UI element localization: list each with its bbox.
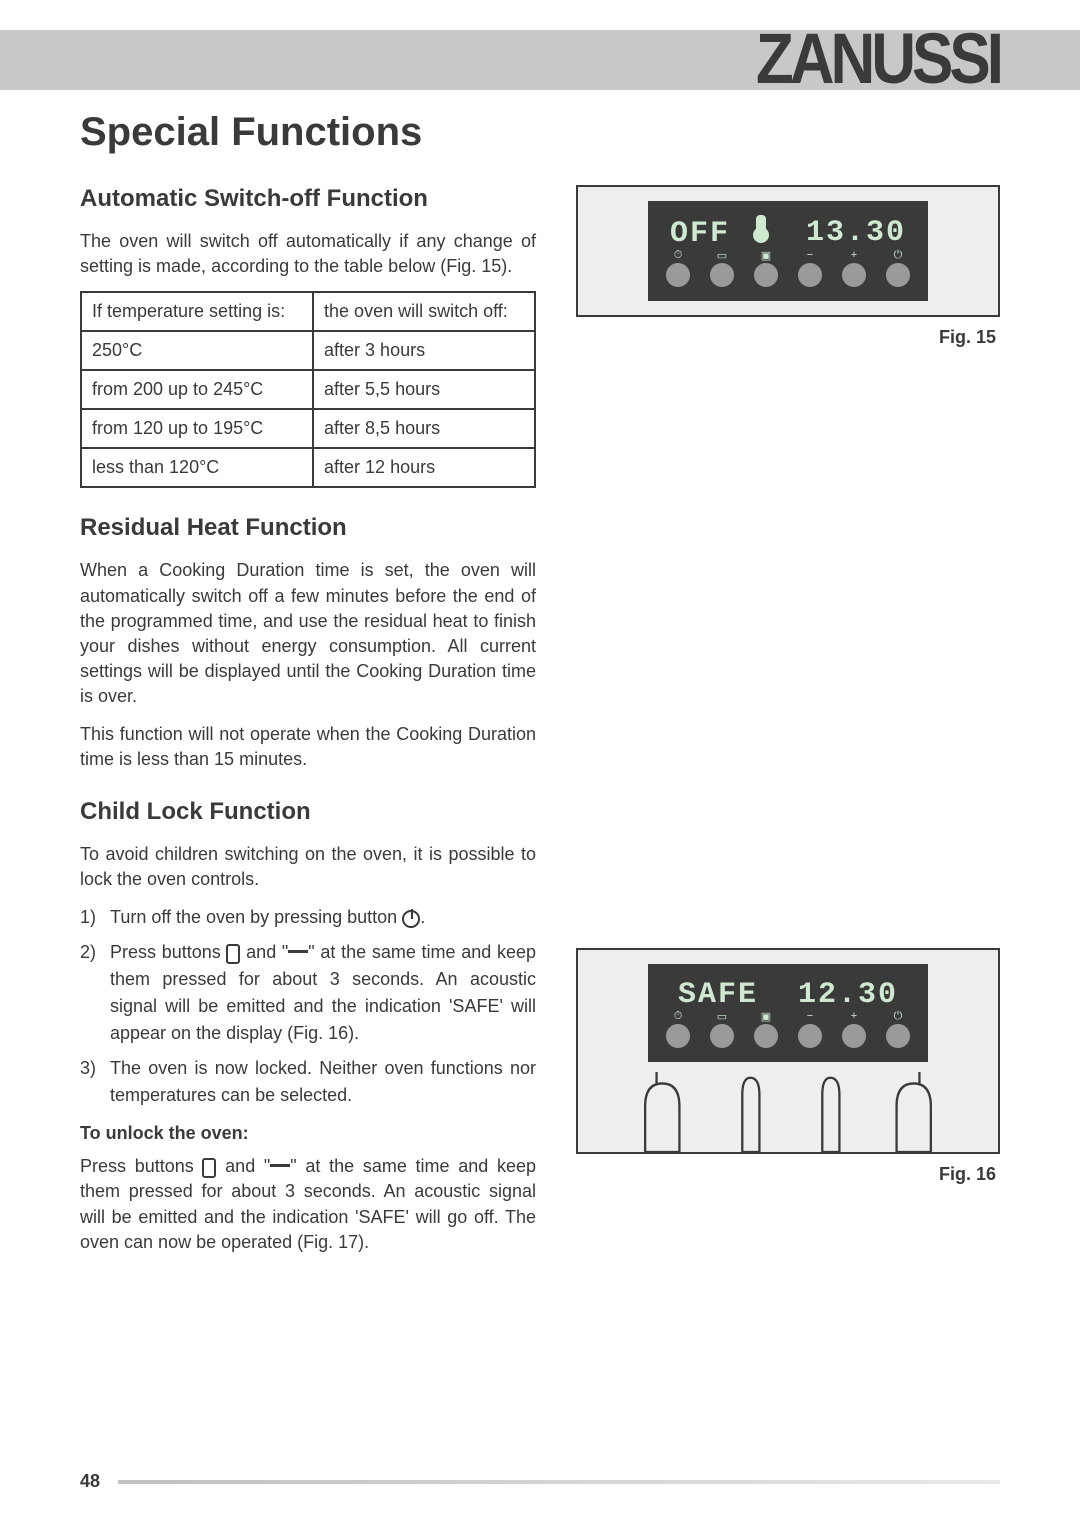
function-button[interactable]: ▣ [754, 1024, 778, 1048]
power-button[interactable]: ⏻ [886, 1024, 910, 1048]
clock-button[interactable]: ⏱ [666, 263, 690, 287]
plus-button[interactable]: + [842, 1024, 866, 1048]
lcd-row: SAFE 12.30 [666, 978, 910, 1012]
page-title: Special Functions [80, 110, 1000, 155]
unlock-heading: To unlock the oven: [80, 1123, 536, 1144]
hand-finger-icon [793, 1072, 863, 1152]
auto-switch-heading: Automatic Switch-off Function [80, 185, 536, 213]
page: ZANUSSI Special Functions Automatic Swit… [0, 0, 1080, 1532]
page-number: 48 [80, 1471, 100, 1492]
footer: 48 [80, 1471, 1000, 1492]
childlock-steps: 1) Turn off the oven by pressing button … [80, 904, 536, 1109]
col-temp: If temperature setting is: [81, 292, 313, 331]
hand-left-icon [633, 1072, 703, 1152]
power-button[interactable]: ⏻ [886, 263, 910, 287]
oven-display: SAFE 12.30 ⏱ ▭ ▣ − + ⏻ [576, 948, 1000, 1154]
residual-heading: Residual Heat Function [80, 514, 536, 542]
button-row: ⏱ ▭ ▣ − + ⏻ [666, 1024, 910, 1048]
table-row: from 120 up to 195°Cafter 8,5 hours [81, 409, 535, 448]
minus-button[interactable]: − [798, 1024, 822, 1048]
mode-button[interactable]: ▭ [710, 1024, 734, 1048]
top-bar: ZANUSSI [0, 30, 1080, 90]
residual-body1: When a Cooking Duration time is set, the… [80, 558, 536, 709]
unlock-body: Press buttons and "" at the same time an… [80, 1154, 536, 1255]
clock-button[interactable]: ⏱ [666, 1024, 690, 1048]
auto-switch-section: Automatic Switch-off Function The oven w… [80, 185, 536, 488]
display-panel: OFF 13.30 ⏱ ▭ ▣ − + ⏻ [648, 201, 928, 301]
childlock-intro: To avoid children switching on the oven,… [80, 842, 536, 892]
hand-finger-icon [713, 1072, 783, 1152]
footer-line [118, 1480, 1000, 1484]
list-item: 3) The oven is now locked. Neither oven … [80, 1055, 536, 1109]
col-time: the oven will switch off: [313, 292, 535, 331]
table-header-row: If temperature setting is: the oven will… [81, 292, 535, 331]
childlock-heading: Child Lock Function [80, 798, 536, 826]
minus-button[interactable]: − [798, 263, 822, 287]
left-column: Automatic Switch-off Function The oven w… [80, 185, 536, 1281]
figure-16: SAFE 12.30 ⏱ ▭ ▣ − + ⏻ [576, 948, 1000, 1185]
lcd-right-text: 13.30 [806, 216, 906, 250]
lcd-left-text: OFF [670, 215, 766, 251]
auto-switch-intro: The oven will switch off automatically i… [80, 229, 536, 279]
brand-logo: ZANUSSI [756, 19, 1000, 101]
residual-section: Residual Heat Function When a Cooking Du… [80, 514, 536, 772]
power-icon [402, 910, 420, 928]
spacer [576, 388, 1000, 948]
figure-label: Fig. 16 [576, 1164, 1000, 1185]
table-row: 250°Cafter 3 hours [81, 331, 535, 370]
right-column: OFF 13.30 ⏱ ▭ ▣ − + ⏻ Fig. 15 [576, 185, 1000, 1281]
lcd-left-text: SAFE [678, 978, 758, 1012]
figure-label: Fig. 15 [576, 327, 1000, 348]
childlock-section: Child Lock Function To avoid children sw… [80, 798, 536, 1255]
list-item: 1) Turn off the oven by pressing button … [80, 904, 536, 931]
lcd-right-text: 12.30 [798, 978, 898, 1012]
button-row: ⏱ ▭ ▣ − + ⏻ [666, 263, 910, 287]
switch-off-table: If temperature setting is: the oven will… [80, 291, 536, 488]
hands-illustration [578, 1072, 998, 1152]
function-button[interactable]: ▣ [754, 263, 778, 287]
line-icon [288, 950, 308, 953]
rect-icon [202, 1158, 216, 1178]
mode-button[interactable]: ▭ [710, 263, 734, 287]
rect-icon [226, 944, 240, 964]
thermometer-icon [756, 215, 766, 241]
line-icon [270, 1164, 290, 1167]
display-panel: SAFE 12.30 ⏱ ▭ ▣ − + ⏻ [648, 964, 928, 1062]
table-row: from 200 up to 245°Cafter 5,5 hours [81, 370, 535, 409]
figure-15: OFF 13.30 ⏱ ▭ ▣ − + ⏻ Fig. 15 [576, 185, 1000, 348]
list-item: 2) Press buttons and "" at the same time… [80, 939, 536, 1047]
table-row: less than 120°Cafter 12 hours [81, 448, 535, 487]
residual-body2: This function will not operate when the … [80, 722, 536, 772]
content-columns: Automatic Switch-off Function The oven w… [80, 185, 1000, 1281]
hand-right-icon [873, 1072, 943, 1152]
oven-display: OFF 13.30 ⏱ ▭ ▣ − + ⏻ [576, 185, 1000, 317]
plus-button[interactable]: + [842, 263, 866, 287]
lcd-row: OFF 13.30 [666, 215, 910, 251]
